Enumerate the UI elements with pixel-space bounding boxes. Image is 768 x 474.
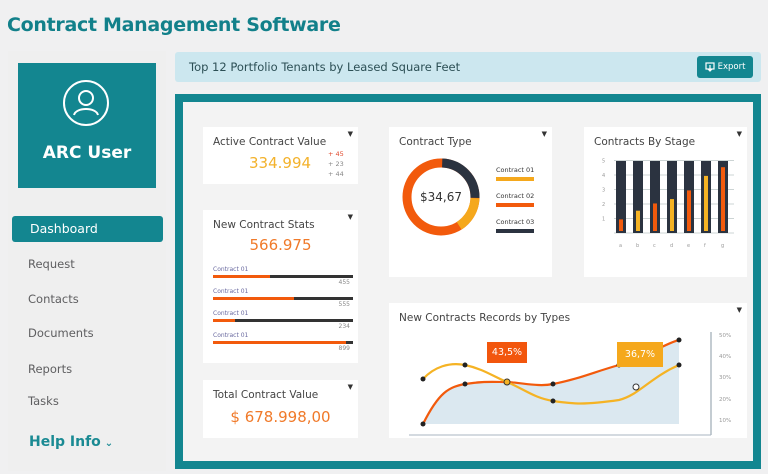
report-title: Top 12 Portfolio Tenants by Leased Squar…	[189, 60, 461, 74]
stat-bar	[213, 275, 353, 278]
card-active-contract-value: Active Contract Value ▼ 334.994 + 45 + 2…	[203, 127, 358, 184]
stat-bar-label: Contract 01	[213, 310, 249, 317]
card-title: New Contracts Records by Types	[399, 312, 571, 324]
user-card[interactable]: ARC User	[18, 63, 156, 188]
svg-text:e: e	[687, 243, 690, 249]
sidebar-item-reports[interactable]: Reports	[28, 362, 73, 376]
svg-text:30%: 30%	[719, 375, 731, 381]
report-header: Top 12 Portfolio Tenants by Leased Squar…	[175, 52, 761, 82]
legend-label: Contract 02	[496, 192, 535, 200]
help-info-toggle[interactable]: Help Info ⌄	[29, 434, 113, 450]
card-total-contract-value: Total Contract Value ▼ $ 678.998,00	[203, 380, 358, 438]
stat-bar	[213, 297, 353, 300]
stat-bar-value: 899	[338, 345, 350, 352]
stats-value: 566.975	[249, 236, 312, 254]
export-icon	[704, 62, 715, 72]
card-title: Contracts By Stage	[594, 136, 696, 148]
svg-text:d: d	[670, 243, 673, 249]
user-avatar-icon	[63, 80, 109, 126]
app-title: Contract Management Software	[7, 14, 341, 36]
card-menu-caret-icon[interactable]: ▼	[736, 130, 742, 138]
export-label: Export	[717, 62, 746, 72]
stage-bar-chart: 1 2 3 4 5 a b c d e f g	[602, 159, 734, 249]
delta-list: + 45 + 23 + 44	[328, 149, 344, 179]
card-records-by-types: New Contracts Records by Types ▼ 50% 40% 3…	[389, 303, 747, 438]
card-title: Active Contract Value	[213, 136, 327, 148]
card-menu-caret-icon[interactable]: ▼	[347, 130, 353, 138]
sidebar-item-documents[interactable]: Documents	[28, 326, 94, 340]
callout-orange: 43,5%	[487, 342, 527, 363]
card-title: Total Contract Value	[213, 389, 319, 401]
legend-label: Contract 03	[496, 218, 535, 226]
stat-bar	[213, 319, 353, 322]
active-value: 334.994	[249, 154, 312, 172]
svg-text:3: 3	[602, 188, 605, 194]
svg-text:b: b	[636, 243, 639, 249]
svg-text:f: f	[704, 243, 706, 249]
svg-text:4: 4	[602, 173, 605, 179]
stat-bar-value: 234	[338, 323, 350, 330]
legend-swatch	[496, 229, 534, 233]
stat-bar-value: 455	[338, 279, 350, 286]
svg-text:5: 5	[602, 159, 605, 165]
total-value: $ 678.998,00	[230, 408, 331, 426]
svg-text:a: a	[619, 243, 622, 249]
sidebar-item-tasks[interactable]: Tasks	[28, 394, 59, 408]
card-menu-caret-icon[interactable]: ▼	[347, 383, 353, 391]
stat-bar-value: 555	[338, 301, 350, 308]
sidebar-item-request[interactable]: Request	[28, 257, 75, 271]
help-info-label: Help Info	[29, 434, 101, 450]
stat-bar-label: Contract 01	[213, 266, 249, 273]
dashboard-frame: Active Contract Value ▼ 334.994 + 45 + 2…	[175, 94, 761, 469]
donut-chart	[402, 158, 480, 236]
svg-text:20%: 20%	[719, 397, 731, 403]
export-button[interactable]: Export	[697, 56, 753, 78]
card-title: New Contract Stats	[213, 219, 315, 231]
y-tick: 50%	[719, 333, 731, 339]
sidebar-item-contacts[interactable]: Contacts	[28, 292, 79, 306]
records-line-chart: 50% 40% 30% 20% 10%	[409, 332, 731, 436]
svg-text:10%: 10%	[719, 418, 731, 424]
card-contracts-by-stage: Contracts By Stage ▼ 1 2 3 4 5 a b c d e f g	[584, 127, 747, 277]
svg-text:40%: 40%	[719, 354, 731, 360]
card-menu-caret-icon[interactable]: ▼	[541, 130, 547, 138]
user-name: ARC User	[42, 143, 132, 163]
svg-text:g: g	[721, 243, 724, 249]
legend-swatch	[496, 203, 534, 207]
stat-bar-label: Contract 01	[213, 288, 249, 295]
card-new-contract-stats: New Contract Stats ▼ 566.975 Contract 01…	[203, 210, 358, 363]
chevron-down-icon: ⌄	[104, 438, 114, 449]
card-title: Contract Type	[399, 136, 472, 148]
delta: + 45	[328, 150, 344, 158]
legend-label: Contract 01	[496, 166, 535, 174]
delta: + 44	[328, 170, 344, 178]
svg-text:1: 1	[602, 217, 605, 223]
stat-bar-label: Contract 01	[213, 332, 249, 339]
donut-center-value: $34,67	[420, 190, 462, 204]
stat-bar	[213, 341, 353, 344]
card-menu-caret-icon[interactable]: ▼	[736, 306, 742, 314]
card-menu-caret-icon[interactable]: ▼	[347, 213, 353, 221]
legend-swatch	[496, 177, 534, 181]
card-contract-type: Contract Type ▼ $34,67 Contract 01 Contr…	[389, 127, 552, 277]
sidebar-item-dashboard[interactable]: Dashboard	[12, 216, 163, 242]
callout-yellow: 36,7%	[617, 342, 663, 367]
sidebar: ARC User Dashboard Request Contacts Docu…	[8, 51, 166, 471]
svg-text:c: c	[653, 243, 656, 249]
delta: + 23	[328, 160, 344, 168]
svg-text:2: 2	[602, 202, 605, 208]
